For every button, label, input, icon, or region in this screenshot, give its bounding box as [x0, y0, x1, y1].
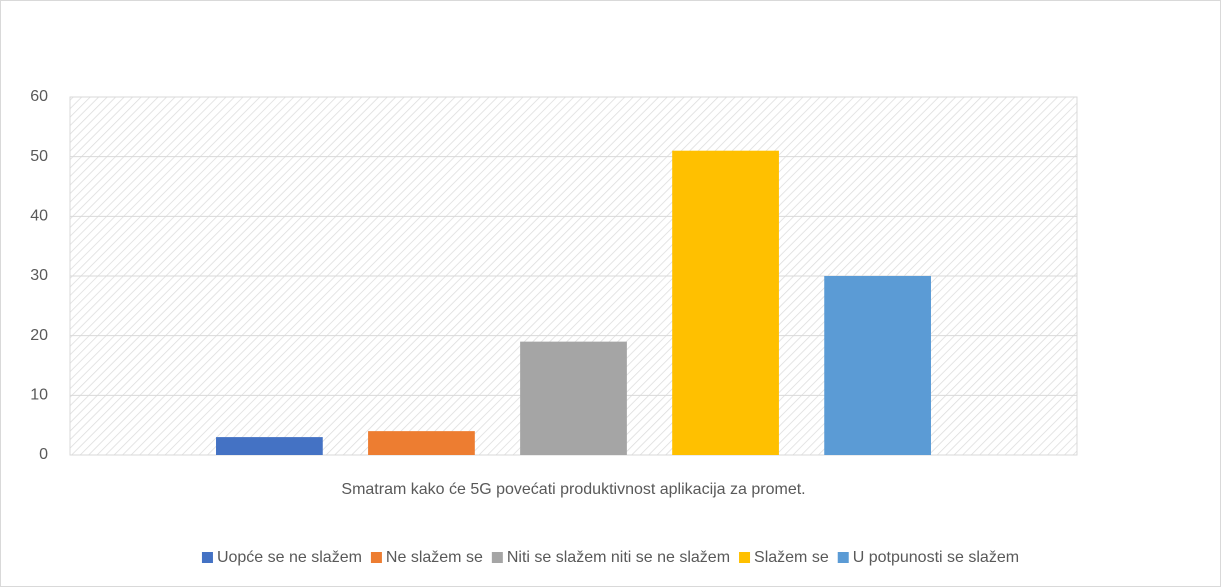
y-tick-label: 0 — [39, 446, 48, 463]
legend-label: Ne slažem se — [386, 549, 483, 566]
y-tick-label: 10 — [30, 387, 48, 404]
y-tick-label: 30 — [30, 267, 48, 284]
y-tick-label: 50 — [30, 148, 48, 165]
legend-label: Slažem se — [754, 549, 829, 566]
x-tick-label: Smatram kako će 5G povećati produktivnos… — [341, 481, 805, 498]
bar — [824, 276, 931, 455]
y-tick-label: 60 — [30, 88, 48, 105]
legend-swatch — [837, 552, 849, 563]
legend-label: U potpunosti se slažem — [853, 549, 1019, 566]
legend-swatch — [739, 552, 751, 563]
bar — [216, 437, 323, 455]
y-tick-label: 20 — [30, 327, 48, 344]
legend-swatch — [491, 552, 503, 563]
legend-label: Uopće se ne slažem — [217, 549, 362, 566]
bar — [672, 150, 779, 455]
legend-label: Niti se slažem niti se ne slažem — [507, 549, 730, 566]
legend-swatch — [201, 552, 213, 563]
y-tick-label: 40 — [30, 208, 48, 225]
bar — [368, 431, 475, 455]
legend-swatch — [370, 552, 382, 563]
bar — [520, 341, 627, 455]
